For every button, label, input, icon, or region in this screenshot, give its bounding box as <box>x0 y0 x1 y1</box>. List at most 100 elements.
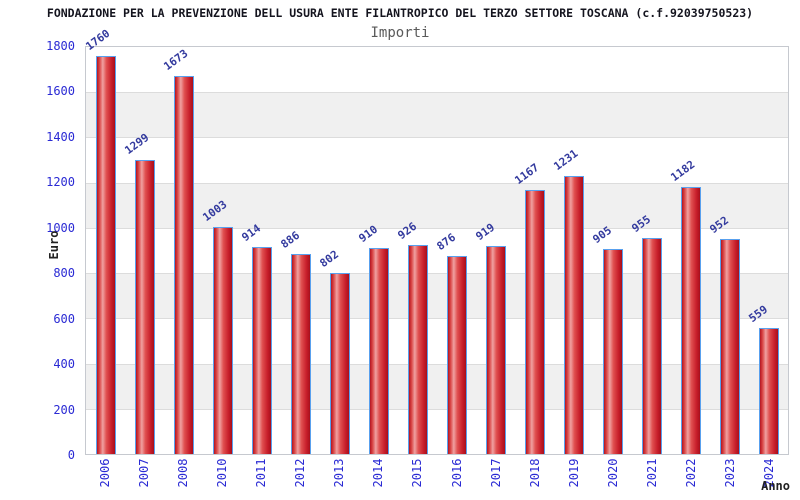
bar-2024 <box>758 327 779 454</box>
bar-series: 1760 1299 1673 1003 914 886 802 910 926 876 919 116… <box>83 27 788 454</box>
bar-slot: 905 <box>589 47 632 454</box>
x-tick-label: 2012 <box>293 458 308 488</box>
bar-slot: 1182 <box>667 47 710 454</box>
x-tick-label: 2019 <box>566 458 581 488</box>
bar-value-label: 1299 <box>121 131 151 158</box>
bar-slot: 1673 <box>160 46 203 454</box>
y-tick-label: 800 <box>53 266 75 281</box>
x-tick-label: 2016 <box>449 458 464 488</box>
x-tick-label: 2017 <box>488 458 503 488</box>
x-tick-slot: 2011 <box>241 456 280 500</box>
y-tick-label: 0 <box>67 448 75 462</box>
bar-value-label: 926 <box>394 219 419 242</box>
x-tick-slot: 2010 <box>202 456 241 500</box>
x-tick-slot: 2023 <box>711 456 750 500</box>
bar-value-label: 905 <box>589 224 614 247</box>
x-axis-title: Anno <box>761 479 790 493</box>
bar-value-label: 1167 <box>511 161 541 188</box>
grid-band <box>86 273 788 319</box>
bar-2017 <box>485 246 506 454</box>
bar-2023 <box>719 238 740 454</box>
x-tick-slot: 2019 <box>554 456 593 500</box>
x-tick-label: 2006 <box>97 458 112 488</box>
bar-2013 <box>329 272 350 454</box>
plot-area: 1760 1299 1673 1003 914 886 802 910 926 876 919 116… <box>83 27 789 455</box>
bar-2012 <box>290 253 311 454</box>
bar-slot: 926 <box>394 47 437 454</box>
bar-2014 <box>368 248 389 454</box>
bar-value-label: 886 <box>277 228 302 251</box>
bar-2006 <box>95 56 116 454</box>
gridline <box>86 182 788 184</box>
bar-2015 <box>407 244 428 454</box>
x-tick-label: 2021 <box>645 458 660 488</box>
bar-value-label: 559 <box>745 302 770 325</box>
bar-value-label: 1003 <box>199 198 229 225</box>
bar-value-label: 952 <box>706 213 731 236</box>
x-tick-slot: 2015 <box>398 456 437 500</box>
bar-slot: 955 <box>628 47 671 454</box>
bar-value-label: 802 <box>316 247 341 270</box>
x-tick-slot: 2013 <box>320 456 359 500</box>
x-tick-slot: 2021 <box>633 456 672 500</box>
x-axis-ticks: 2006 2007 2008 2010 2011 2012 2013 2014 2015 2016… <box>85 456 789 500</box>
bar-slot: 1167 <box>511 47 554 454</box>
x-tick-label: 2011 <box>254 458 268 488</box>
y-tick-label: 200 <box>53 402 75 417</box>
x-tick-label: 2015 <box>410 458 425 488</box>
gridline <box>86 273 788 275</box>
bar-slot: 1231 <box>550 47 593 454</box>
x-tick-slot: 2020 <box>593 456 632 500</box>
x-tick-label: 2010 <box>214 458 229 488</box>
bar-value-label: 955 <box>628 212 653 236</box>
bar-slot: 1760 <box>83 27 125 454</box>
x-tick-slot: 2007 <box>124 456 163 500</box>
bar-value-label: 1673 <box>160 46 190 73</box>
bar-value-label: 910 <box>355 223 380 246</box>
y-tick-label: 1800 <box>46 39 75 53</box>
bar-2007 <box>134 160 155 454</box>
bar-slot: 919 <box>472 47 515 454</box>
y-tick-label: 1600 <box>46 84 75 99</box>
bar-value-label: 914 <box>238 222 263 245</box>
x-tick-slot: 2018 <box>515 456 554 500</box>
bar-slot: 876 <box>433 47 476 454</box>
bar-slot: 1003 <box>199 47 242 454</box>
x-tick-slot: 2008 <box>163 456 202 500</box>
x-tick-label: 2022 <box>684 458 699 488</box>
bar-value-label: 1231 <box>550 146 580 173</box>
x-tick-label: 2020 <box>605 458 620 488</box>
y-axis-title: Euro <box>47 230 61 260</box>
bar-2016 <box>446 255 467 454</box>
bar-value-label: 919 <box>472 221 497 244</box>
grid-band <box>86 92 788 138</box>
bar-2020 <box>602 249 623 454</box>
y-tick-label: 400 <box>53 357 75 372</box>
bar-2010 <box>212 227 233 454</box>
bar-2011 <box>251 247 272 454</box>
bar-2008 <box>173 75 194 454</box>
grid-band <box>86 363 788 409</box>
y-axis-ticks: 0 200 400 600 800 1000 1200 1400 1600 1800 <box>0 39 80 462</box>
gridline <box>86 92 788 94</box>
bar-slot: 914 <box>238 47 281 454</box>
x-tick-slot: 2006 <box>85 456 124 500</box>
x-tick-label: 2007 <box>136 458 151 488</box>
bar-2022 <box>680 186 701 454</box>
bar-value-label: 1182 <box>667 157 697 184</box>
gridline <box>86 227 788 229</box>
x-tick-slot: 2016 <box>437 456 476 500</box>
grid-band <box>86 182 788 228</box>
x-tick-label: 2014 <box>371 458 386 488</box>
bar-slot: 802 <box>316 47 359 454</box>
x-tick-label: 2013 <box>332 458 347 488</box>
x-tick-slot: 2024 <box>750 456 789 500</box>
bar-2021 <box>641 238 662 454</box>
x-tick-label: 2023 <box>723 458 738 488</box>
y-tick-label: 600 <box>53 311 75 326</box>
bar-2018 <box>524 190 545 454</box>
x-tick-label: 2008 <box>175 458 190 488</box>
bar-value-label: 876 <box>433 230 458 253</box>
bar-slot: 952 <box>706 47 749 454</box>
